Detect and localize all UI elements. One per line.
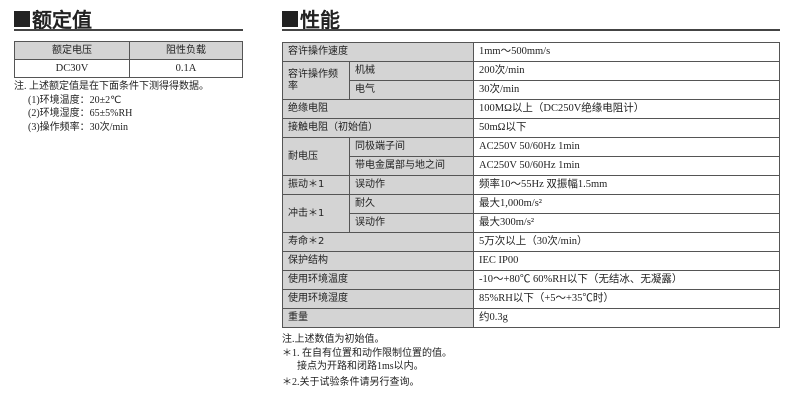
row-value: 50mΩ以下 bbox=[473, 118, 780, 138]
row-label: 冲击＊1 bbox=[282, 194, 350, 233]
table-row: 耐电压 同极端子间 AC250V 50/60Hz 1min bbox=[282, 137, 780, 176]
rated-table: 额定电压 阻性负载 DC30V 0.1A bbox=[14, 41, 243, 78]
row-label: 容许操作频率 bbox=[282, 61, 350, 100]
row-value: 85%RH以下（+5～+35℃时） bbox=[473, 289, 780, 309]
note: 注. 上述额定值是在下面条件下测得得数据。 bbox=[14, 81, 209, 92]
row-value: 100MΩ以上（DC250V绝缘电阻计） bbox=[473, 99, 780, 119]
row-label: 使用环境温度 bbox=[282, 270, 474, 290]
table-row: 接触电阻（初始值） 50mΩ以下 bbox=[282, 118, 780, 138]
table-row: 误动作 最大300m/s² bbox=[283, 213, 780, 233]
note: (1)环境温度：20±2℃ bbox=[28, 94, 122, 106]
row-label: 耐电压 bbox=[282, 137, 350, 176]
row-label: 振动＊1 bbox=[282, 175, 350, 195]
performance-notes: 注.上述数值为初始值。 ＊1. 在自有位置和动作限制位置的值。 接点为开路和闭路… bbox=[282, 333, 452, 389]
table-row: 寿命＊2 5万次以上（30次/min） bbox=[282, 232, 780, 252]
divider bbox=[14, 29, 243, 31]
performance-title-text: 性能 bbox=[300, 8, 340, 32]
table-row: 使用环境温度 -10～+80℃ 60%RH以下（无结冰、无凝露） bbox=[282, 270, 780, 290]
table-row: 使用环境湿度 85%RH以下（+5～+35℃时） bbox=[282, 289, 780, 309]
row-value: 最大300m/s² bbox=[473, 213, 780, 233]
note: (3)操作频率：30次/min bbox=[28, 121, 128, 133]
row-value: 1mm～500mm/s bbox=[473, 42, 780, 62]
performance-table: 容许操作速度 1mm～500mm/s 容许操作频率 机械 200次/min 电气 30次… bbox=[282, 42, 780, 328]
row-label: 保护结构 bbox=[282, 251, 474, 271]
row-label: 绝缘电阻 bbox=[282, 99, 474, 119]
table-row: 电气 30次/min bbox=[283, 80, 780, 100]
table-row: 保护结构 IEC IP00 bbox=[282, 251, 780, 271]
table-row: 绝缘电阻 100MΩ以上（DC250V绝缘电阻计） bbox=[282, 99, 780, 119]
note: ＊1. 在自有位置和动作限制位置的值。 bbox=[282, 347, 452, 359]
square-bullet-icon bbox=[282, 10, 298, 27]
row-value: AC250V 50/60Hz 1min bbox=[473, 137, 780, 157]
note: ＊2.关于试验条件请另行查询。 bbox=[282, 376, 420, 388]
row-value: IEC IP00 bbox=[473, 251, 780, 271]
row-sublabel: 电气 bbox=[349, 80, 474, 100]
row-label: 重量 bbox=[282, 308, 474, 328]
row-value: AC250V 50/60Hz 1min bbox=[473, 156, 780, 176]
rated-section-title: 额定值 bbox=[14, 4, 92, 33]
square-bullet-icon bbox=[14, 10, 30, 27]
row-sublabel: 误动作 bbox=[349, 175, 474, 195]
row-sublabel: 带电金属部与地之间 bbox=[349, 156, 474, 176]
note: (2)环境湿度：65±5%RH bbox=[28, 108, 133, 119]
row-sublabel: 耐久 bbox=[349, 194, 474, 214]
row-value: 约0.3g bbox=[473, 308, 780, 328]
row-label: 接触电阻（初始值） bbox=[282, 118, 474, 138]
note: 接点为开路和闭路1ms以内。 bbox=[282, 361, 424, 372]
row-label: 容许操作速度 bbox=[282, 42, 474, 62]
table-row: 容许操作频率 机械 200次/min bbox=[282, 61, 780, 100]
table-row: 重量 约0.3g bbox=[282, 308, 780, 328]
row-value: 频率10～55Hz 双振幅1.5mm bbox=[473, 175, 780, 195]
header-resistive-load: 阻性负载 bbox=[129, 41, 243, 60]
row-value: 5万次以上（30次/min） bbox=[473, 232, 780, 252]
table-row: 振动＊1 误动作 频率10～55Hz 双振幅1.5mm bbox=[282, 175, 780, 195]
row-sublabel: 同极端子间 bbox=[349, 137, 474, 157]
table-row: 容许操作速度 1mm～500mm/s bbox=[282, 42, 780, 62]
row-sublabel: 误动作 bbox=[349, 213, 474, 233]
row-value: -10～+80℃ 60%RH以下（无结冰、无凝露） bbox=[473, 270, 780, 290]
row-value: 最大1,000m/s² bbox=[473, 194, 780, 214]
rated-notes: 注. 上述额定值是在下面条件下测得得数据。 (1)环境温度：20±2℃ (2)环… bbox=[14, 80, 209, 134]
divider bbox=[282, 29, 780, 31]
header-voltage: 额定电压 bbox=[14, 41, 130, 60]
cell-voltage: DC30V bbox=[14, 59, 130, 78]
row-sublabel: 机械 bbox=[349, 61, 474, 81]
rated-title-text: 额定值 bbox=[32, 8, 92, 32]
note: 注.上述数值为初始值。 bbox=[282, 334, 385, 345]
row-value: 30次/min bbox=[473, 80, 780, 100]
row-value: 200次/min bbox=[473, 61, 780, 81]
row-label: 寿命＊2 bbox=[282, 232, 474, 252]
cell-load: 0.1A bbox=[129, 59, 243, 78]
table-row: 带电金属部与地之间 AC250V 50/60Hz 1min bbox=[283, 156, 780, 176]
table-row: 冲击＊1 耐久 最大1,000m/s² bbox=[282, 194, 780, 233]
row-label: 使用环境湿度 bbox=[282, 289, 474, 309]
performance-section-title: 性能 bbox=[282, 4, 340, 33]
